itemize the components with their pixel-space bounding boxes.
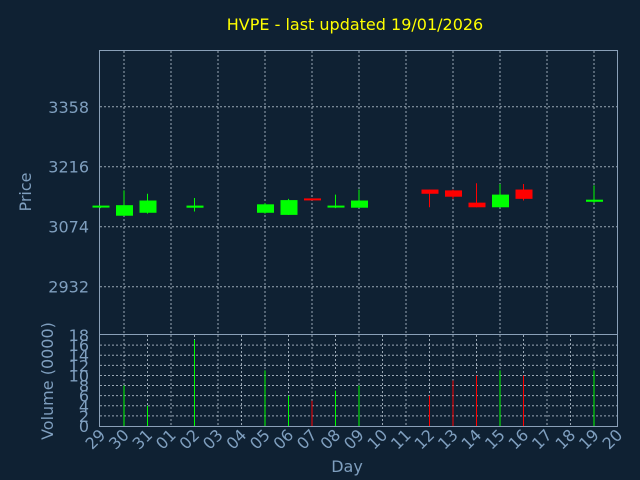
candles xyxy=(92,183,603,216)
candle-body-05 xyxy=(257,204,274,213)
volume-tick-label: 0 xyxy=(79,417,89,436)
candle-body-06 xyxy=(280,200,298,215)
price-tick-label: 3074 xyxy=(48,218,89,237)
candle-body-07 xyxy=(304,198,321,201)
candle-body-31 xyxy=(139,200,157,213)
price-axis-label: Price xyxy=(16,172,35,211)
volume-bars xyxy=(123,340,595,426)
candle-body-14 xyxy=(468,202,486,208)
volume-panel-frame xyxy=(99,334,618,427)
candle-body-12 xyxy=(421,189,439,194)
volume-tick-label: 12 xyxy=(69,356,89,375)
candle-body-19 xyxy=(586,199,603,202)
price-tick-label: 2932 xyxy=(48,278,89,297)
candle-body-09 xyxy=(351,200,368,208)
volume-tick-label: 8 xyxy=(79,377,89,396)
price-tick-label: 3358 xyxy=(48,98,89,117)
candle-body-13 xyxy=(445,190,462,197)
volume-tick-label: 10 xyxy=(69,366,89,385)
chart-title: HVPE - last updated 19/01/2026 xyxy=(227,15,483,34)
volume-tick-label: 14 xyxy=(69,346,89,365)
volume-tick-label: 4 xyxy=(79,397,89,416)
price-axis: 2932 3074 3216 3358 xyxy=(48,98,89,297)
grid xyxy=(100,51,617,426)
candle-body-15 xyxy=(492,194,509,208)
candle-body-16 xyxy=(515,189,533,199)
volume-tick-label: 16 xyxy=(69,336,89,355)
price-tick-label: 3216 xyxy=(48,158,89,177)
candle-body-02 xyxy=(186,205,204,208)
x-axis-label: Day xyxy=(331,457,363,476)
candle-body-08 xyxy=(327,205,345,208)
day-tick-label: 20 xyxy=(598,425,626,453)
volume-tick-label: 2 xyxy=(79,407,89,426)
candle-body-29 xyxy=(92,205,110,208)
day-axis: 2930310102030405060708091011121314151617… xyxy=(81,425,626,453)
volume-tick-label: 6 xyxy=(79,387,89,406)
volume-axis-label: Volume (0000) xyxy=(38,322,57,440)
volume-tick-label: 18 xyxy=(69,326,89,345)
candle-body-30 xyxy=(116,205,133,216)
